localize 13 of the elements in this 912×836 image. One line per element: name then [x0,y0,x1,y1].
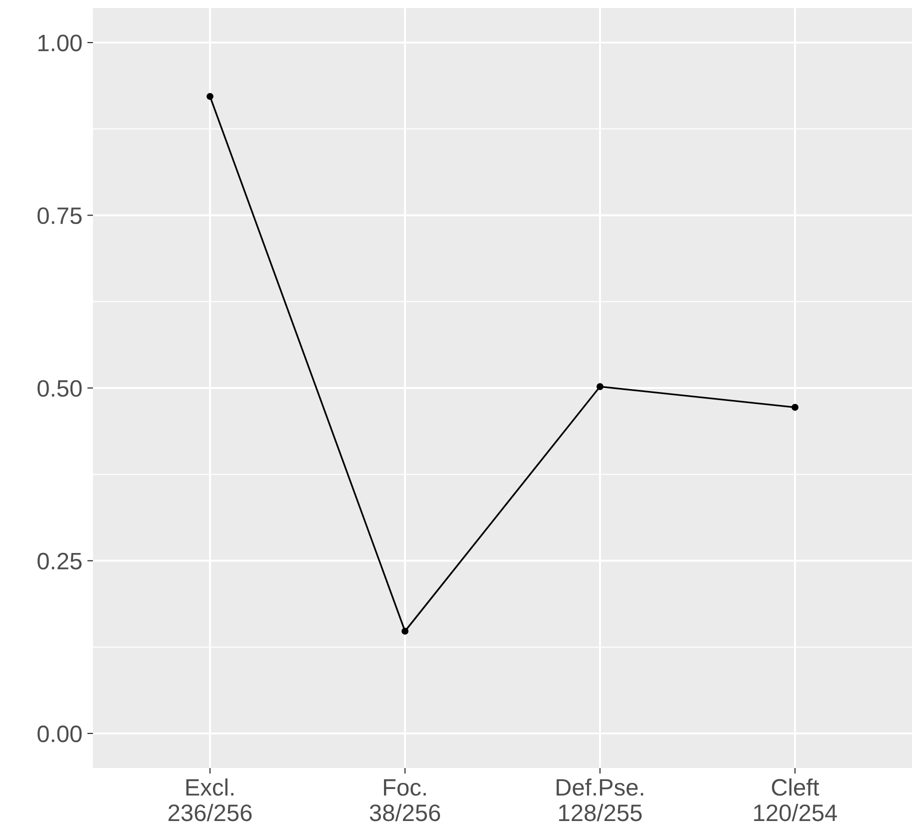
point [402,628,408,635]
x-tick-label: Excl. 236/256 [168,778,252,822]
point [206,92,214,100]
x-tick-label: Def.Pse. 128/255 [556,778,644,822]
point [792,404,798,411]
x-tick-label: Foc. 38/256 [370,779,440,822]
y-tick-label: 1.00 [38,34,82,52]
y-tick-label: 0.50 [38,380,82,397]
x-tick-label: Cleft 120/254 [754,778,837,822]
point [596,383,604,390]
y-tick-label: 0.00 [38,726,82,742]
y-tick-label: 0.25 [38,552,82,570]
y-tick-label: 0.75 [38,207,82,224]
